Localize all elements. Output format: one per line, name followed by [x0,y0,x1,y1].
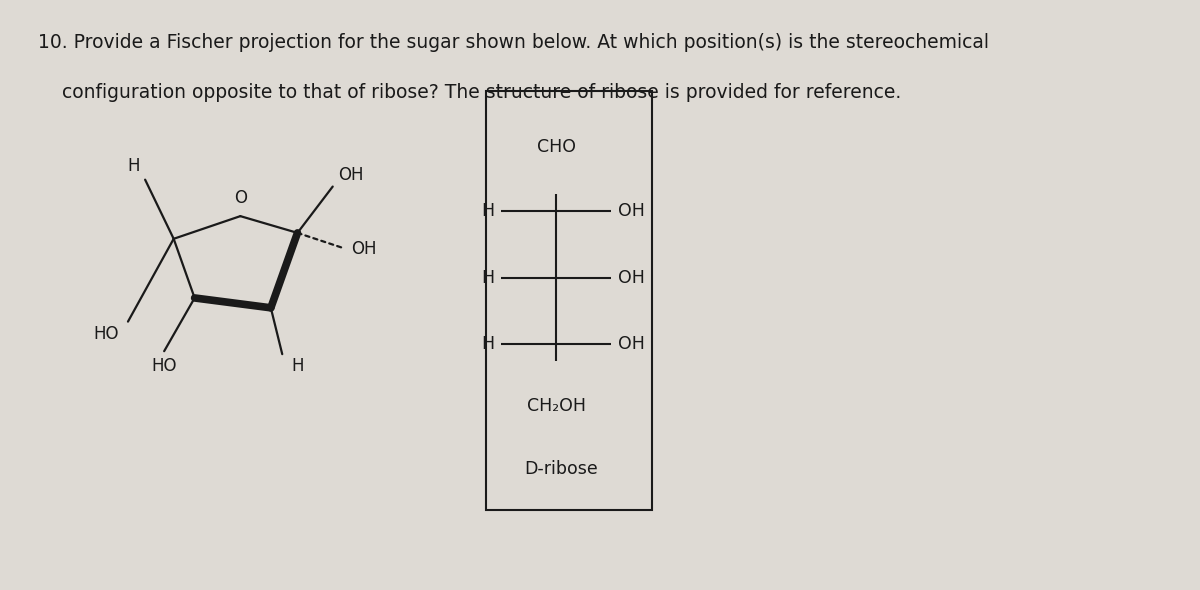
Text: CH₂OH: CH₂OH [527,396,586,415]
Text: OH: OH [350,240,377,258]
Text: D-ribose: D-ribose [524,460,598,478]
Text: H: H [481,336,494,353]
Text: OH: OH [338,166,364,183]
Text: HO: HO [94,324,119,343]
Bar [486,91,652,510]
Text: OH: OH [618,268,644,287]
Text: H: H [127,157,139,175]
Text: H: H [292,357,304,375]
Text: OH: OH [618,202,644,219]
Text: HO: HO [151,357,176,375]
Text: CHO: CHO [536,137,576,156]
Text: 10. Provide a Fischer projection for the sugar shown below. At which position(s): 10. Provide a Fischer projection for the… [38,33,990,53]
Text: H: H [481,268,494,287]
Text: O: O [234,189,247,208]
Text: OH: OH [618,336,644,353]
Text: H: H [481,202,494,219]
Text: configuration opposite to that of ribose? The structure of ribose is provided fo: configuration opposite to that of ribose… [38,83,901,101]
